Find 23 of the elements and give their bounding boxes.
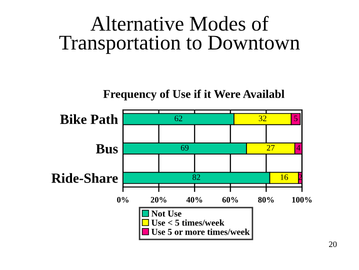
data-label: 69 — [180, 144, 189, 151]
y-tick-label: Bus — [96, 144, 118, 154]
x-tick-label: 100% — [292, 196, 312, 203]
data-label: 32 — [258, 116, 266, 122]
text: 20 — [329, 241, 337, 248]
x-tick-label: 40% — [186, 196, 202, 203]
data-label: 16 — [280, 174, 288, 180]
data-label: 62 — [174, 116, 182, 122]
y-tick-label: Ride-Share — [51, 173, 118, 183]
x-tick-label: 60% — [222, 196, 238, 203]
x-tick-label: 20% — [150, 196, 166, 203]
legend-label: Use 5 or more times/week — [152, 228, 250, 235]
y-tick-label: Bike Path — [60, 114, 118, 124]
data-label: 4 — [296, 145, 300, 151]
data-label: 82 — [192, 174, 200, 180]
chart-subtitle: Frequency of Use if it Were Availabl — [103, 90, 284, 100]
chart-title: Alternative Modes of Transportation to Downtown — [59, 16, 300, 54]
legend-label: Not Use — [151, 210, 182, 217]
x-tick-label: 0% — [117, 196, 128, 203]
data-label: 5 — [294, 116, 298, 122]
x-tick-label: 80% — [258, 196, 274, 203]
data-label: 27 — [266, 144, 275, 151]
legend-label: Use < 5 times/week — [152, 219, 224, 226]
